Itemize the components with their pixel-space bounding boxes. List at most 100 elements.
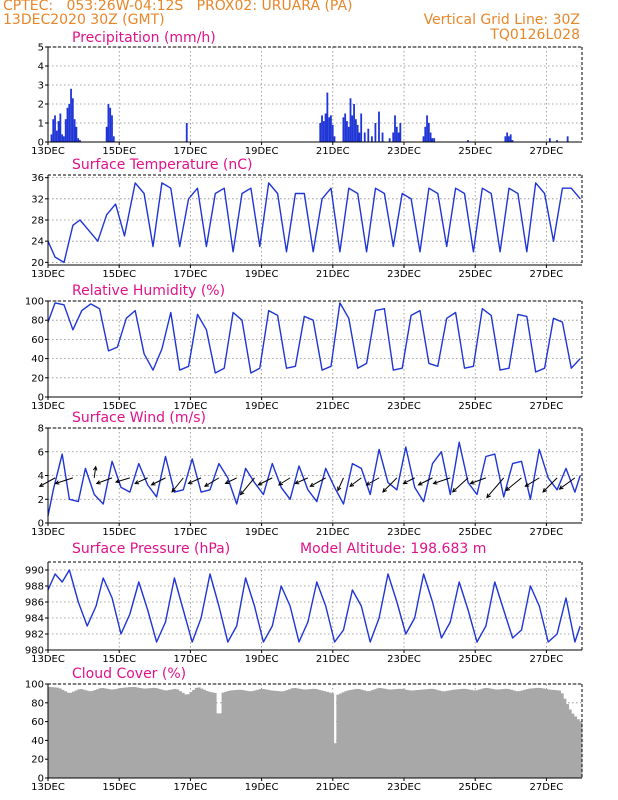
cloud-bar xyxy=(472,690,476,778)
wind-arrow xyxy=(39,477,56,487)
temperature-xtick-label: 13DEC xyxy=(31,269,65,280)
cloud-bar xyxy=(136,687,140,778)
wind-ytick-label: 4 xyxy=(38,471,44,482)
cloud-bar xyxy=(181,692,185,778)
precip-xtick-label: 15DEC xyxy=(102,146,136,157)
cloud-bar xyxy=(405,689,409,778)
precip-ytick-label: 2 xyxy=(38,100,44,111)
cloud-bar xyxy=(242,690,246,778)
humidity-ytick-label: 80 xyxy=(31,316,44,327)
cloud-bar xyxy=(549,689,554,778)
precip-xtick-label: 19DEC xyxy=(245,146,279,157)
cloud-bar xyxy=(146,688,150,778)
cloud-bar xyxy=(154,688,158,778)
precip-xtick-label: 17DEC xyxy=(174,146,208,157)
cloud-bar xyxy=(440,691,444,778)
wind-ytick-label: 0 xyxy=(38,519,44,530)
wind-arrow xyxy=(418,477,433,486)
wind-arrow xyxy=(134,477,148,484)
cloud-bar xyxy=(384,688,388,778)
temperature-xtick-label: 21DEC xyxy=(316,269,350,280)
pressure-xtick-label: 15DEC xyxy=(102,654,136,665)
precip-bar xyxy=(61,134,64,142)
cloud-bar xyxy=(349,689,353,778)
cloud-bar xyxy=(315,689,319,778)
precip-bar xyxy=(388,138,391,142)
cloud-bar xyxy=(234,689,238,778)
cloud-bar xyxy=(461,688,465,778)
cloud-ytick-label: 80 xyxy=(31,698,44,709)
cloud-bar xyxy=(106,688,110,778)
humidity-xtick-label: 23DEC xyxy=(387,401,421,412)
precip-bar xyxy=(392,132,395,142)
precip-bar xyxy=(75,126,78,142)
wind-arrow xyxy=(433,477,451,484)
temperature-xtick-label: 17DEC xyxy=(174,269,208,280)
cloud-bar xyxy=(117,688,121,778)
wind-arrow xyxy=(559,477,576,490)
cloud-bar xyxy=(328,692,332,778)
cloud-bar xyxy=(352,689,356,778)
humidity-ytick-label: 20 xyxy=(31,373,44,384)
cloud-bar xyxy=(72,691,76,778)
wind-arrow-head xyxy=(542,487,548,493)
cloud-bar xyxy=(130,686,134,778)
cloud-bar xyxy=(250,691,254,778)
cloud-bar xyxy=(208,691,212,778)
cloud-bar xyxy=(98,688,102,778)
cloud-bar xyxy=(264,689,268,778)
precip-bar xyxy=(73,119,76,142)
wind-arrow xyxy=(93,466,97,478)
cloud-bar xyxy=(395,689,399,778)
precip-ytick-label: 4 xyxy=(38,62,44,73)
wind-arrow xyxy=(258,477,273,486)
cloud-bar xyxy=(112,689,116,778)
wind-title: Surface Wind (m/s) xyxy=(72,410,206,426)
cloud-bar xyxy=(216,713,220,778)
precip-bar xyxy=(111,115,113,142)
cloud-bar xyxy=(184,694,188,778)
cloud-xtick-label: 25DEC xyxy=(458,782,492,793)
precip-bar xyxy=(360,113,363,142)
cloud-bar xyxy=(448,690,452,778)
cloud-bar xyxy=(61,689,65,778)
cloud-bar xyxy=(475,690,479,778)
temperature-ytick-label: 20 xyxy=(31,258,44,269)
wind-arrow-head xyxy=(150,481,156,486)
wind-arrow xyxy=(225,477,237,484)
humidity-xtick-label: 25DEC xyxy=(458,401,492,412)
cloud-bar xyxy=(202,689,206,778)
cloud-bar xyxy=(376,688,380,778)
cloud-bar xyxy=(288,689,292,778)
precip-bar xyxy=(66,107,69,142)
cloud-bar xyxy=(149,688,153,778)
cloud-bar xyxy=(389,689,393,778)
cloud-bar xyxy=(547,689,551,778)
cloud-bar xyxy=(512,690,516,778)
pressure-series-line xyxy=(47,569,581,643)
precip-bar xyxy=(381,132,384,142)
wind-arrow xyxy=(295,477,309,484)
cloud-bar xyxy=(403,689,407,778)
cloud-bar xyxy=(309,689,313,778)
cloud-bar xyxy=(197,687,201,778)
pressure-ytick-label: 986 xyxy=(25,598,44,609)
cloud-bar xyxy=(85,690,89,778)
cloud-bar xyxy=(507,689,511,778)
cloud-bar xyxy=(173,688,177,778)
cloud-xtick-label: 19DEC xyxy=(245,782,279,793)
cloud-bar xyxy=(392,689,396,778)
cloud-bar xyxy=(274,690,279,778)
precip-bar xyxy=(504,136,507,142)
cloud-bar xyxy=(224,691,228,778)
precip-bar xyxy=(68,104,71,142)
wind-arrow-head xyxy=(187,480,193,485)
cloud-bar xyxy=(232,690,236,778)
cloud-bar xyxy=(200,688,204,778)
cloud-bar xyxy=(333,743,337,778)
cloud-bar xyxy=(226,691,230,778)
cloud-xtick-label: 23DEC xyxy=(387,782,421,793)
cloud-bar xyxy=(168,689,172,778)
wind-xtick-label: 27DEC xyxy=(530,527,564,538)
